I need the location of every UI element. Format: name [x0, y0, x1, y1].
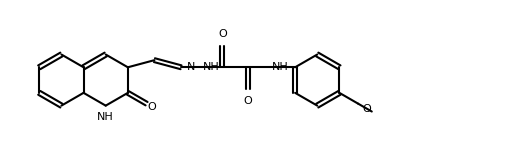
Text: O: O	[243, 96, 252, 106]
Text: NH: NH	[271, 62, 288, 72]
Text: O: O	[362, 104, 371, 114]
Text: NH: NH	[97, 112, 114, 121]
Text: O: O	[147, 102, 156, 112]
Text: NH: NH	[203, 62, 220, 72]
Text: O: O	[218, 29, 227, 39]
Text: N: N	[187, 62, 195, 72]
